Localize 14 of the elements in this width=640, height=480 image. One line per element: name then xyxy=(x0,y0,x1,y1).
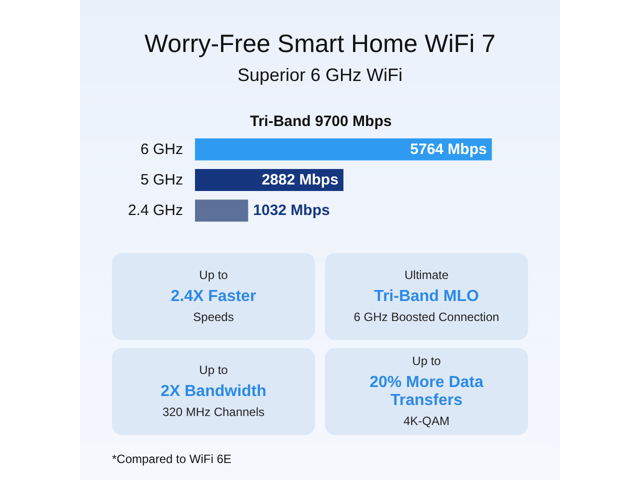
text: Tri-Band 9700 Mbps xyxy=(250,113,392,130)
text: Up to 2.4X Faster Speeds xyxy=(170,268,256,326)
text: Up to 20% More Data Transfers 4K-QAM xyxy=(370,354,484,430)
data-label: 2882 Mbps xyxy=(262,172,338,188)
y-tick-label: 5 GHz xyxy=(140,172,183,188)
chart-subtitle: Superior 6 GHz WiFi xyxy=(236,65,404,86)
y-tick-label: 2.4 GHz xyxy=(128,202,183,220)
text: Up to 2X Bandwidth 320 MHz Channels xyxy=(160,362,266,420)
chart-title: Worry-Free Smart Home WiFi 7 xyxy=(144,30,496,59)
data-label: 5764 Mbps xyxy=(410,140,487,158)
text: Ultimate Tri-Band MLO 6 GHz Boosted Connection xyxy=(354,268,500,326)
data-label: 1032 Mbps xyxy=(253,202,330,220)
text: *Compared to WiFi 6E xyxy=(112,452,232,466)
y-tick-label: 6 GHz xyxy=(140,140,183,158)
